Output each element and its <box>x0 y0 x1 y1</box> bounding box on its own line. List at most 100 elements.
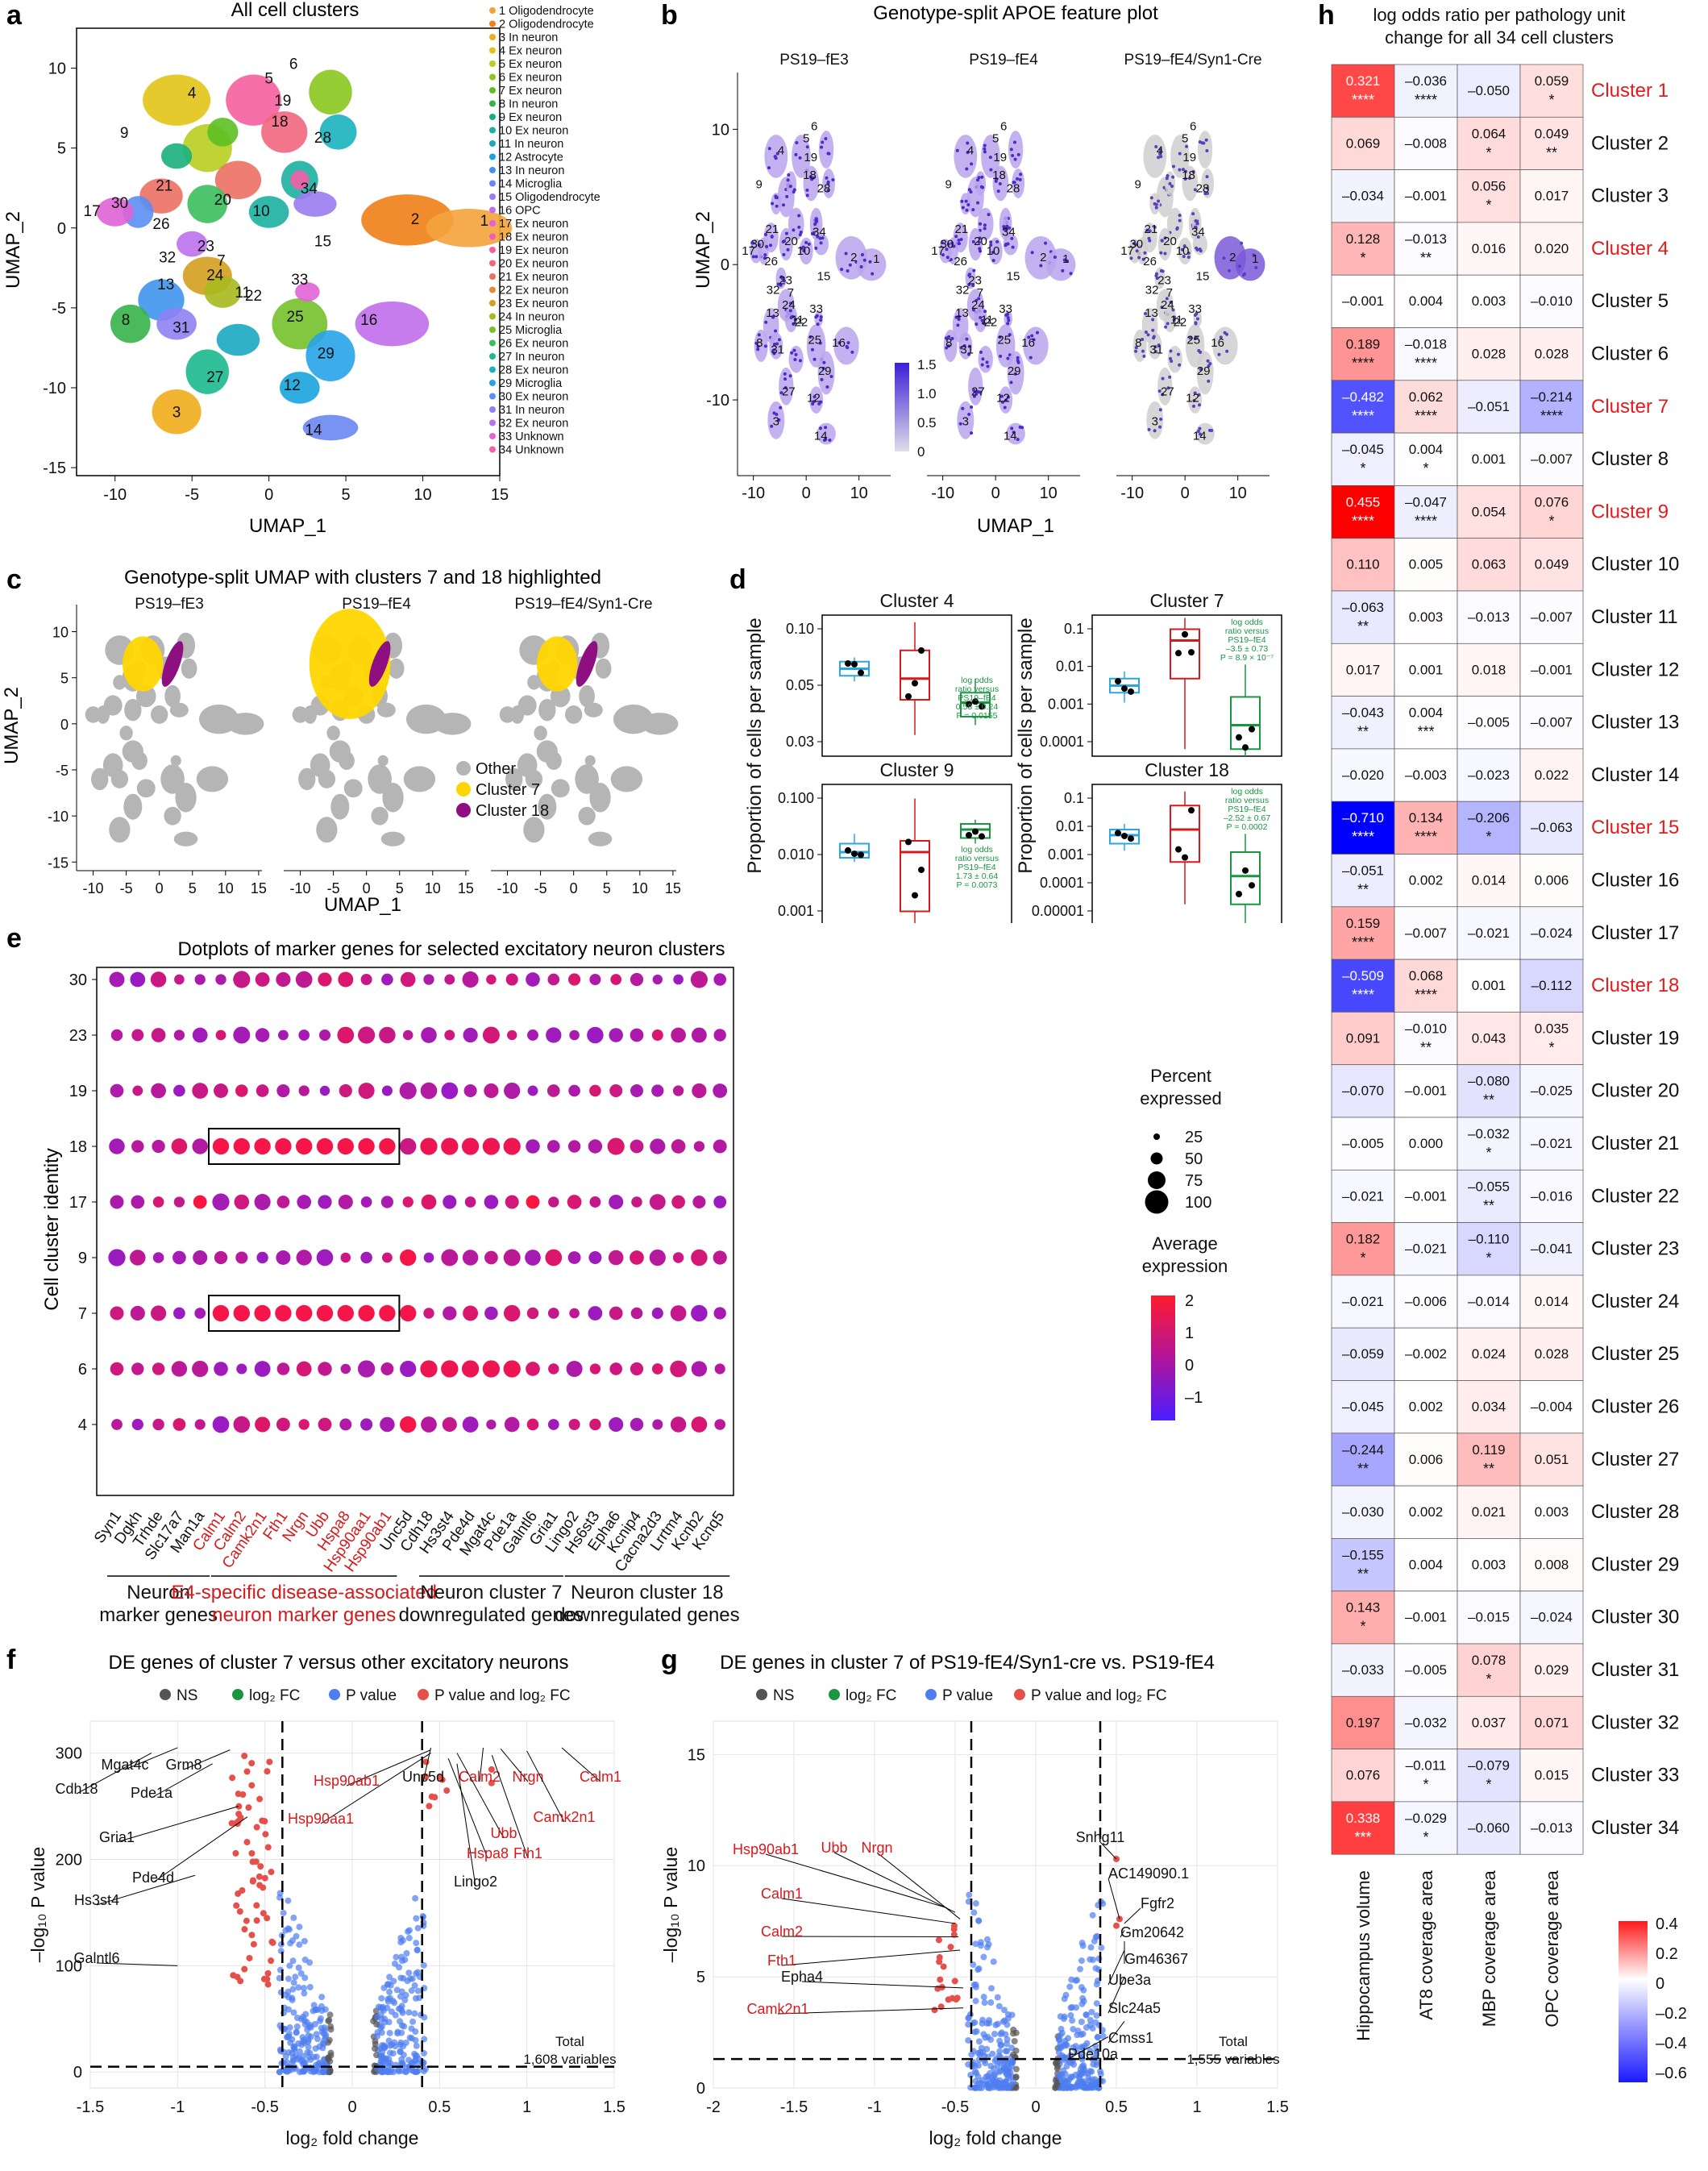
dot-lingo2 <box>568 973 581 986</box>
cell-cloud <box>641 713 679 735</box>
umap-cluster-label: 5 <box>264 70 273 87</box>
feature-cell-dot <box>812 400 816 404</box>
umap-cluster-label: 21 <box>156 177 172 194</box>
feature-cell-dot <box>975 298 979 302</box>
gene-point <box>965 2015 972 2022</box>
feature-cell-dot <box>819 318 823 322</box>
cell-cloud <box>527 675 541 690</box>
gene-point <box>1070 2026 1077 2033</box>
cell-cloud <box>330 793 350 820</box>
gene-point <box>293 2023 301 2030</box>
cell-value: –0.010 <box>1405 1021 1447 1036</box>
feature-cell-dot <box>971 308 975 312</box>
feature-cell-cloud <box>1146 401 1164 439</box>
cell-cloud <box>303 705 318 724</box>
dot-cdh18 <box>421 1194 437 1210</box>
feature-cell-dot <box>811 347 815 351</box>
dot-unc5d <box>400 1416 417 1433</box>
cell-value: 0.005 <box>1409 557 1444 572</box>
sig-gene-point <box>237 1978 244 1985</box>
feature-cell-cloud <box>1182 165 1199 202</box>
gene-point <box>413 1940 420 1947</box>
cell-significance: * <box>1486 1250 1491 1266</box>
feature-cell-dot <box>1158 425 1162 429</box>
gene-point <box>1007 2059 1014 2066</box>
feature-cell-dot <box>798 359 802 363</box>
gene-label: Fth1 <box>767 1953 796 1969</box>
feature-cell-dot <box>819 400 823 404</box>
x-tick-label: -0.5 <box>251 2098 278 2116</box>
umap-cluster-label: 31 <box>960 343 974 356</box>
panel-e-highlight-boxes <box>208 1128 401 1332</box>
legend-swatch <box>489 193 496 200</box>
dot-fth1 <box>275 1304 292 1322</box>
gene-label: Gria1 <box>99 1829 135 1845</box>
feature-cell-dot <box>980 175 984 179</box>
gene-point <box>1058 2025 1065 2032</box>
umap-cluster-label: 10 <box>797 244 811 258</box>
umap-cluster-label: 30 <box>1129 237 1143 251</box>
row-label: Cluster 1 <box>1591 80 1669 102</box>
panel-e-ylabel: Cell cluster identity <box>41 1148 63 1310</box>
feature-cell-dot <box>1016 177 1020 181</box>
dot-fth1 <box>276 1083 290 1098</box>
heatmap-cell <box>1394 906 1458 960</box>
sample-point <box>1121 685 1128 692</box>
umap-cluster-label: 28 <box>1007 182 1020 196</box>
dot-lrrtm4 <box>671 1139 686 1154</box>
feature-cell-dot <box>1006 356 1010 360</box>
feature-cell-dot <box>1166 322 1170 326</box>
dot-pde4d <box>462 1250 479 1266</box>
feature-cell-dot <box>825 176 829 180</box>
cell-value: 0.049 <box>1535 557 1569 572</box>
feature-cell-dot <box>754 255 758 259</box>
sig-gene-point <box>253 1902 260 1909</box>
cell-value: –0.043 <box>1342 705 1384 721</box>
y-tick-label: -15 <box>48 855 69 871</box>
gene-point <box>399 1936 406 1944</box>
sig-gene-point <box>931 2007 938 2014</box>
feature-cell-cloud <box>1163 305 1177 333</box>
feature-cell-dot <box>986 364 990 368</box>
feature-cell-dot <box>1161 376 1165 381</box>
cell-value: 0.062 <box>1409 389 1444 405</box>
gene-label: Calm2 <box>761 1924 803 1940</box>
legend-swatch <box>489 167 496 173</box>
cell-cloud <box>371 806 389 826</box>
dot-lrrtm4 <box>671 1027 686 1043</box>
feature-cell-dot <box>945 247 949 252</box>
row-label: Cluster 31 <box>1591 1659 1679 1681</box>
gene-point <box>1087 1956 1094 1963</box>
cell-cloud <box>196 766 229 792</box>
feature-cell-dot <box>1193 391 1197 395</box>
feature-cell-dot <box>1005 224 1009 228</box>
heatmap-cell <box>1394 538 1458 592</box>
heatmap-cell <box>1331 801 1395 855</box>
feature-cell-dot <box>1198 426 1202 430</box>
cell-significance: **** <box>1415 829 1437 845</box>
dot-man1a <box>193 1250 208 1266</box>
cell-value: –0.001 <box>1405 1083 1447 1099</box>
cell-value: –0.021 <box>1531 1136 1573 1151</box>
feature-cell-dot <box>1178 218 1182 223</box>
umap-cluster-label: 4 <box>778 144 784 158</box>
cell-significance: **** <box>1352 829 1374 845</box>
gene-point <box>378 1994 385 2002</box>
panel-f-volcano: DE genes of cluster 7 versus other excit… <box>27 1652 625 2148</box>
feature-cell-cloud <box>1197 131 1213 169</box>
cell-value: –0.007 <box>1531 715 1573 730</box>
cell-value: –0.045 <box>1342 1400 1384 1415</box>
gene-point <box>285 1975 292 1982</box>
feature-cell-cloud <box>809 386 824 414</box>
feature-cell-dot <box>771 315 775 319</box>
umap-cluster-blob <box>204 276 242 308</box>
feature-cell-dot <box>819 426 823 430</box>
panel-a-cells: 1234567891011121314151617181920212223242… <box>84 56 513 441</box>
dot-hspa8 <box>338 971 354 988</box>
feature-cell-dot <box>763 256 767 260</box>
gene-point <box>1065 2035 1072 2042</box>
heatmap-cell <box>1457 801 1521 855</box>
umap-cluster-label: 24 <box>971 298 985 312</box>
panel-e-frame <box>96 967 734 1496</box>
